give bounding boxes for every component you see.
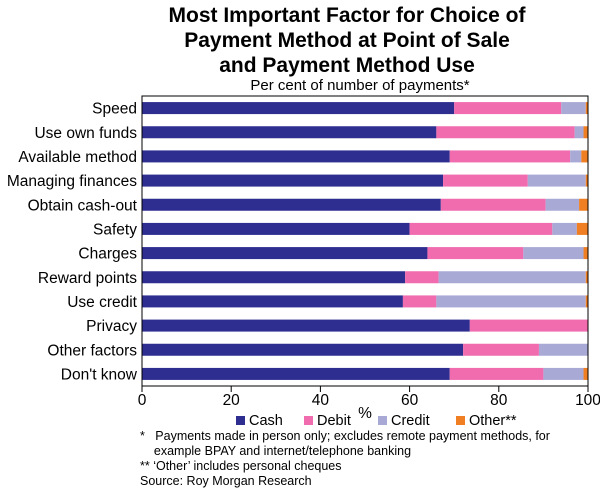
bar-debit-available-method (449, 150, 571, 163)
chart-title-line-2: Payment Method at Point of Sale (184, 29, 510, 52)
bar-debit-don-t-know (449, 367, 544, 380)
bar-other-available-method (581, 150, 588, 163)
bar-other-use-credit (585, 295, 588, 308)
bar-debit-obtain-cash-out (440, 198, 546, 211)
x-tick-label-100: 100 (575, 392, 600, 409)
x-tick-label-80: 80 (490, 392, 508, 409)
bar-credit-managing-finances (527, 174, 586, 187)
x-tick-label-60: 60 (401, 392, 419, 409)
legend-swatch-debit (304, 416, 313, 425)
bar-credit-other-factors (538, 343, 588, 356)
footnote-2: ** ‘Other’ includes personal cheques (140, 459, 342, 473)
bar-credit-speed (561, 102, 586, 115)
source-note: Source: Roy Morgan Research (140, 474, 312, 488)
bar-cash-available-method (142, 150, 450, 163)
category-label-obtain-cash-out: Obtain cash-out (28, 197, 138, 214)
bar-cash-safety (142, 222, 410, 235)
x-axis-ticks: 0 20 40 60 80 100 (138, 386, 600, 409)
bar-other-speed (585, 102, 588, 115)
bar-cash-use-credit (142, 295, 403, 308)
bar-credit-don-t-know (543, 367, 584, 380)
bar-debit-reward-points (405, 271, 439, 284)
footnote-1-cont: example BPAY and internet/telephone bank… (140, 444, 411, 458)
category-label-available-method: Available method (18, 149, 137, 166)
bar-debit-safety (409, 222, 553, 235)
bar-cash-obtain-cash-out (142, 198, 441, 211)
bar-other-don-t-know (583, 367, 588, 380)
category-label-don-t-know: Don't know (61, 366, 138, 383)
bar-debit-managing-finances (443, 174, 528, 187)
bar-cash-use-own-funds (142, 126, 437, 139)
bar-credit-use-credit (436, 295, 586, 308)
bar-cash-privacy (142, 319, 470, 332)
footnotes: * Payments made in person only; excludes… (140, 429, 550, 488)
legend-label-credit: Credit (391, 413, 430, 429)
legend-label-other: Other** (469, 413, 517, 429)
x-tick-label-0: 0 (138, 392, 147, 409)
legend-label-cash: Cash (249, 413, 283, 429)
bar-debit-speed (454, 102, 562, 115)
legend-swatch-cash (236, 416, 245, 425)
x-tick-label-40: 40 (312, 392, 330, 409)
category-label-speed: Speed (92, 101, 137, 118)
bar-cash-managing-finances (142, 174, 444, 187)
legend-swatch-credit (378, 416, 387, 425)
footnote-1: * Payments made in person only; excludes… (140, 429, 550, 443)
bar-debit-privacy (469, 319, 588, 332)
category-label-charges: Charges (78, 246, 137, 263)
bar-other-obtain-cash-out (579, 198, 588, 211)
bar-debit-charges (427, 247, 524, 260)
category-label-use-credit: Use credit (67, 294, 137, 311)
legend-swatch-other (456, 416, 465, 425)
category-label-managing-finances: Managing finances (7, 173, 137, 190)
bar-credit-safety (552, 222, 577, 235)
chart-title-line-1: Most Important Factor for Choice of (169, 4, 527, 27)
bars-layer (142, 102, 588, 380)
category-label-reward-points: Reward points (38, 270, 137, 287)
x-tick-label-20: 20 (223, 392, 241, 409)
bar-cash-charges (142, 247, 428, 260)
category-labels: Speed Use own funds Available method Managi… (7, 101, 138, 384)
bar-debit-other-factors (463, 343, 539, 356)
bar-credit-reward-points (438, 271, 586, 284)
bar-other-charges (583, 247, 588, 260)
chart-title-line-3: and Payment Method Use (219, 54, 475, 77)
bar-credit-available-method (570, 150, 582, 163)
category-label-other-factors: Other factors (47, 342, 137, 359)
chart-title: Most Important Factor for Choice of Paym… (169, 4, 527, 77)
bar-debit-use-own-funds (436, 126, 575, 139)
bar-credit-charges (523, 247, 584, 260)
chart-subtitle: Per cent of number of payments* (250, 77, 469, 94)
legend: Cash Debit Credit Other** (236, 413, 517, 429)
bar-other-managing-finances (585, 174, 588, 187)
category-label-use-own-funds: Use own funds (34, 125, 137, 142)
legend-label-debit: Debit (317, 413, 351, 429)
bar-cash-other-factors (142, 343, 464, 356)
bar-other-reward-points (585, 271, 588, 284)
bar-credit-use-own-funds (574, 126, 584, 139)
category-label-safety: Safety (93, 221, 137, 238)
bar-other-use-own-funds (583, 126, 588, 139)
bar-credit-obtain-cash-out (545, 198, 580, 211)
bar-cash-don-t-know (142, 367, 450, 380)
bar-cash-speed (142, 102, 455, 115)
bar-other-safety (576, 222, 588, 235)
bar-debit-use-credit (402, 295, 437, 308)
bar-cash-reward-points (142, 271, 406, 284)
category-label-privacy: Privacy (86, 318, 137, 335)
x-axis-label: % (358, 405, 372, 422)
plot-frame (141, 95, 589, 387)
